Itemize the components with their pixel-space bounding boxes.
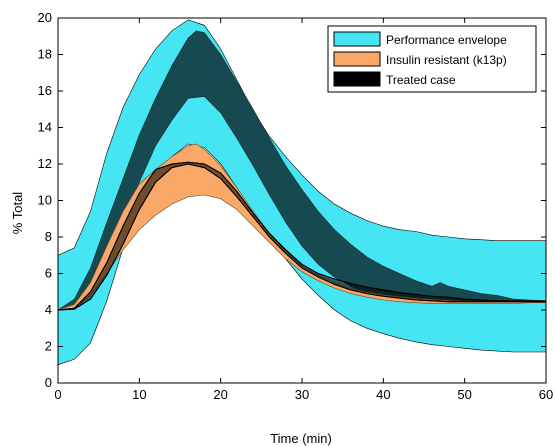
legend-swatch xyxy=(333,31,381,47)
x-axis-label: Time (min) xyxy=(270,431,332,446)
x-tick-label: 50 xyxy=(457,387,471,402)
y-tick-label: 16 xyxy=(38,83,52,98)
legend-label: Performance envelope xyxy=(386,33,507,47)
legend-label: Insulin resistant (k13p) xyxy=(386,53,507,67)
chart-axes: 0 10 20 30 40 50 60 0 2 4 6 8 10 12 14 16 18 20 xyxy=(38,10,554,402)
legend-label: Treated case xyxy=(386,73,456,87)
x-tick-label: 10 xyxy=(132,387,146,402)
x-tick-label: 40 xyxy=(376,387,390,402)
x-tick-label: 0 xyxy=(54,387,61,402)
y-axis-label: % Total xyxy=(10,192,25,235)
y-tick-label: 8 xyxy=(45,229,52,244)
y-tick-label: 18 xyxy=(38,47,52,62)
line-treated-lower xyxy=(57,163,546,311)
y-tick-label: 4 xyxy=(45,302,52,317)
y-tick-label: 2 xyxy=(45,339,52,354)
y-tick-label: 6 xyxy=(45,266,52,281)
y-tick-label: 12 xyxy=(38,156,52,171)
x-tick-label: 20 xyxy=(213,387,227,402)
y-tick-label: 14 xyxy=(38,120,52,135)
y-tick-label: 0 xyxy=(45,375,52,390)
y-tick-label: 20 xyxy=(38,10,52,25)
x-tick-label: 30 xyxy=(295,387,309,402)
legend-swatch xyxy=(333,71,381,87)
chart-legend: Performance envelope Insulin resistant (k… xyxy=(327,25,537,93)
legend-swatch xyxy=(333,51,381,67)
x-tick-label: 60 xyxy=(539,387,553,402)
line-treated-upper xyxy=(57,161,546,311)
y-tick-label: 10 xyxy=(38,193,52,208)
